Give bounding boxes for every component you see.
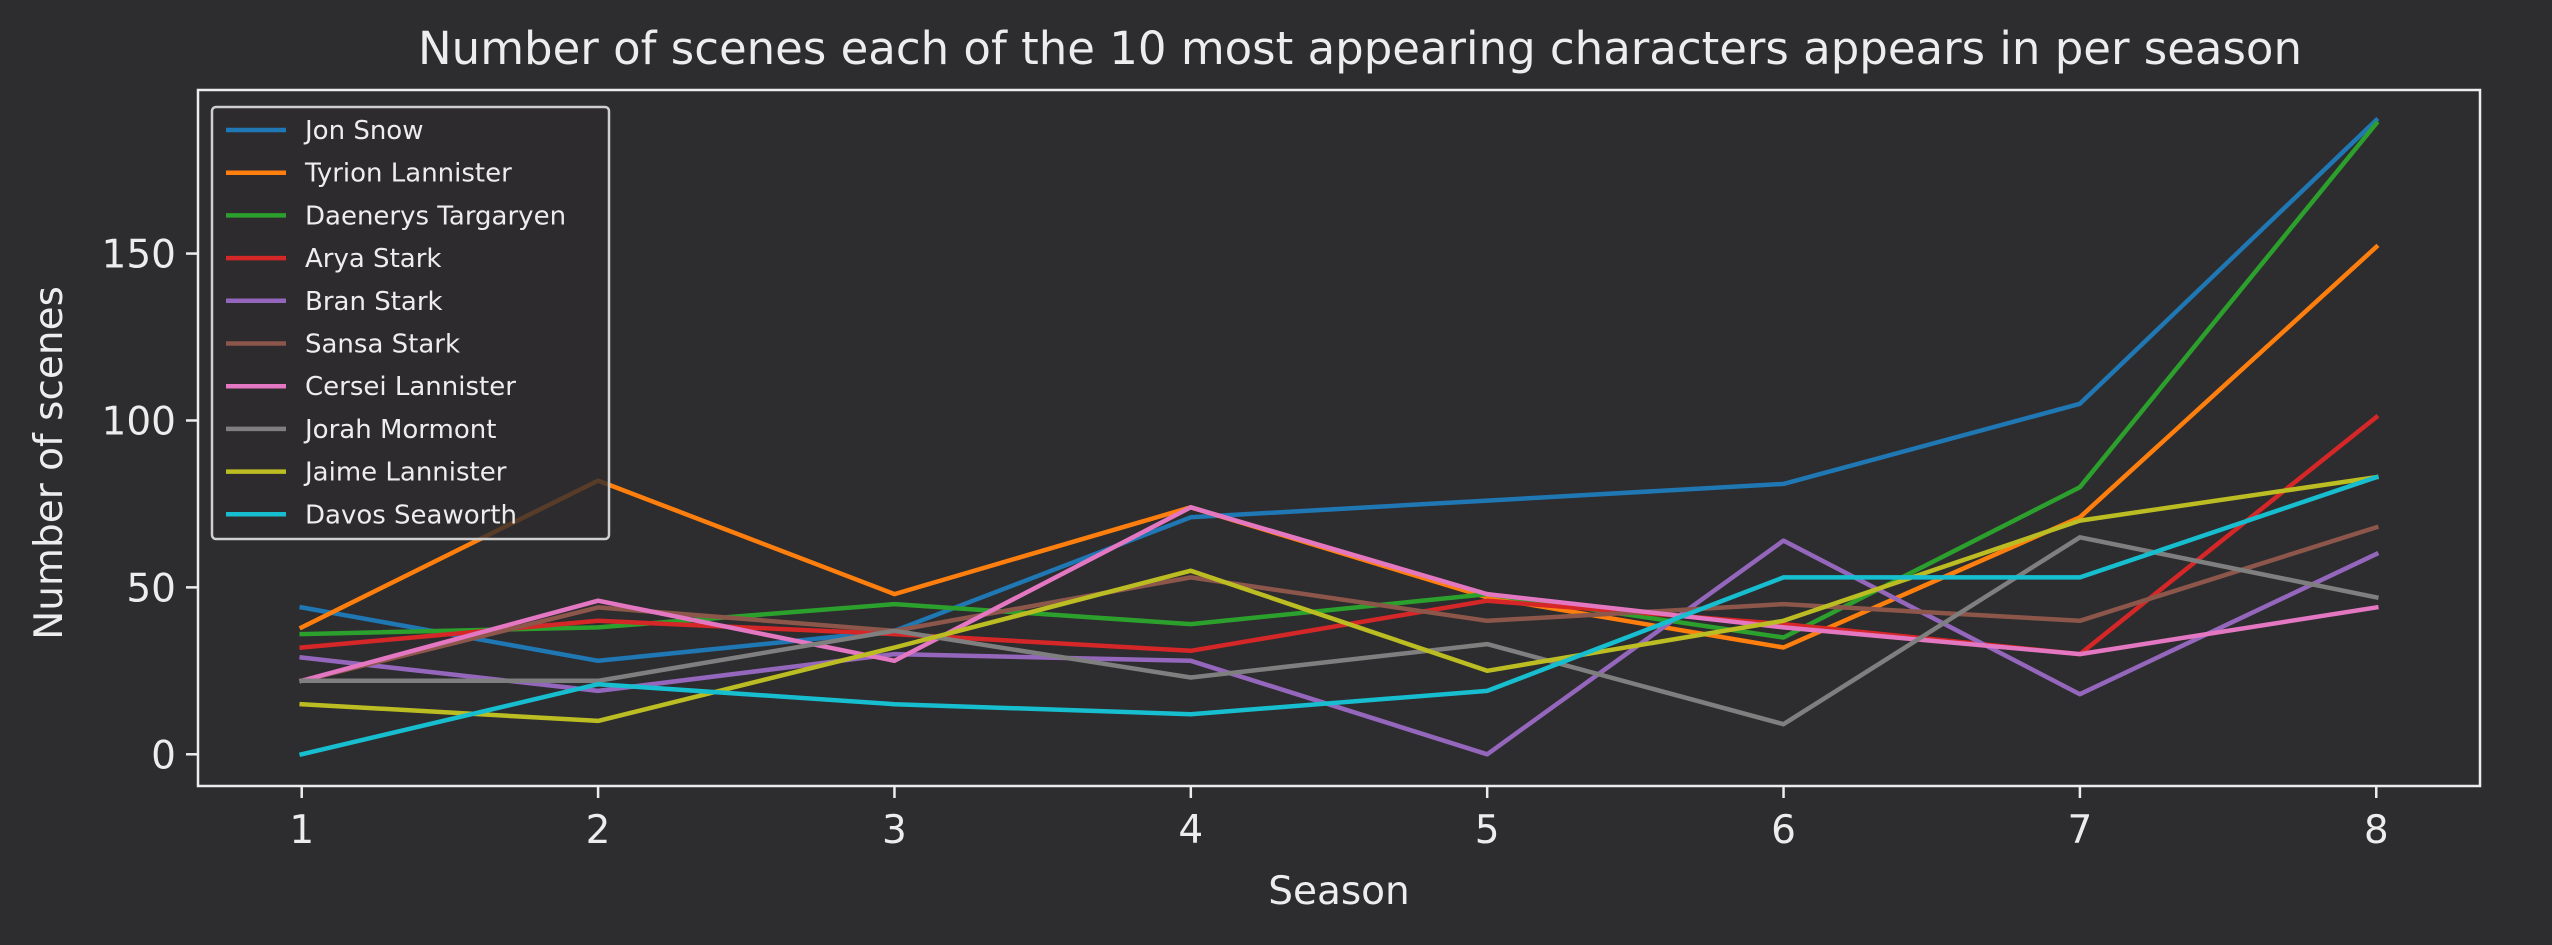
series-line-0 [299, 116, 2380, 664]
x-tick-label: 2 [586, 808, 611, 853]
x-tick-label: 6 [1771, 808, 1796, 853]
y-tick-label: 100 [102, 399, 176, 444]
x-tick-label: 1 [289, 808, 314, 853]
series-line-1 [298, 243, 2380, 650]
x-tick-label: 3 [882, 808, 907, 853]
legend-label: Jon Snow [303, 116, 423, 146]
series-line-8 [299, 474, 2379, 724]
chart-title: Number of scenes each of the 10 most app… [418, 22, 2302, 75]
plot-area-frame [196, 88, 2482, 788]
legend: Jon Snow Tyrion Lannister Daenerys Targary… [210, 105, 611, 541]
axis-ticks: 1 2 3 4 5 6 7 8 0 50 100 150 [102, 233, 2389, 853]
x-tick-label: 8 [2364, 808, 2389, 853]
x-tick-label: 4 [1178, 808, 1203, 853]
series-line-7 [299, 535, 2379, 727]
y-tick-label: 50 [126, 566, 176, 611]
y-tick-label: 150 [102, 233, 176, 278]
legend-box [210, 105, 611, 541]
legend-label: Sansa Stark [305, 330, 460, 360]
legend-label: Davos Seaworth [305, 500, 517, 530]
series-line-9 [298, 474, 2380, 758]
x-axis-label: Season [1268, 869, 1410, 914]
legend-label: Jorah Mormont [303, 415, 496, 445]
y-axis-label: Number of scenes [27, 286, 72, 640]
legend-label: Arya Stark [305, 244, 441, 274]
y-tick-label: 0 [151, 733, 176, 778]
legend-label: Jaime Lannister [303, 458, 507, 488]
series-line-4 [299, 538, 2380, 757]
series-line-6 [298, 505, 2379, 684]
legend-label: Bran Stark [305, 287, 443, 317]
x-tick-label: 7 [2067, 808, 2092, 853]
series-line-2 [299, 120, 2380, 640]
series-lines [298, 116, 2380, 758]
legend-label: Cersei Lannister [305, 372, 516, 402]
legend-label: Daenerys Targaryen [305, 201, 566, 231]
legend-label: Tyrion Lannister [304, 159, 512, 189]
x-tick-label: 5 [1475, 808, 1500, 853]
